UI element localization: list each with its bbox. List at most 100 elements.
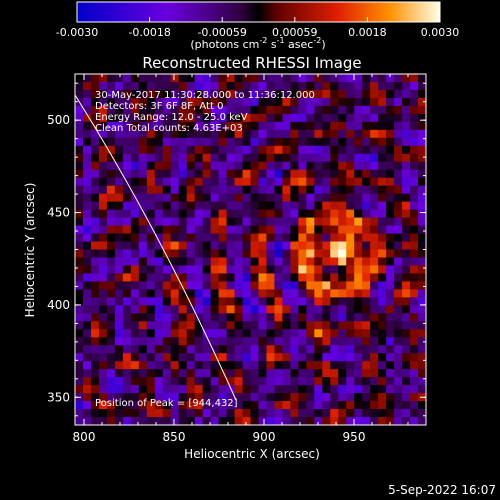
image-pixel [306, 321, 315, 330]
image-pixel [306, 193, 315, 203]
image-pixel [234, 257, 243, 266]
image-pixel [306, 297, 315, 306]
image-pixel [250, 185, 259, 195]
image-pixel [354, 345, 363, 354]
image-pixel [370, 137, 379, 147]
image-pixel [162, 273, 172, 282]
image-pixel [362, 145, 371, 155]
image-pixel [194, 265, 204, 274]
image-pixel [370, 89, 379, 99]
image-pixel [282, 257, 291, 266]
image-pixel [146, 145, 156, 155]
image-pixel [90, 201, 100, 211]
image-pixel [314, 113, 323, 123]
x-tick-label: 950 [343, 430, 366, 444]
image-pixel [378, 74, 387, 83]
image-pixel [106, 297, 116, 306]
image-pixel [146, 185, 156, 195]
image-pixel [75, 217, 84, 226]
image-pixel [290, 145, 299, 155]
image-pixel [114, 385, 124, 394]
image-pixel [218, 209, 227, 218]
image-pixel [122, 337, 132, 346]
image-pixel [98, 417, 108, 425]
image-pixel [378, 281, 387, 290]
image-pixel [234, 209, 243, 218]
image-pixel [106, 265, 116, 274]
image-pixel [338, 409, 347, 418]
image-pixel [258, 81, 267, 91]
image-pixel [170, 369, 180, 378]
image-pixel [226, 369, 235, 378]
image-pixel [322, 137, 331, 147]
image-pixel [106, 193, 116, 203]
image-pixel [410, 297, 419, 306]
image-pixel [194, 289, 204, 298]
image-pixel [370, 177, 379, 187]
image-pixel [106, 121, 116, 131]
image-pixel [114, 417, 124, 425]
image-pixel [394, 321, 403, 330]
image-pixel [290, 97, 299, 107]
image-pixel [82, 74, 92, 83]
image-pixel [98, 113, 108, 123]
image-pixel [290, 209, 299, 218]
image-pixel [338, 329, 347, 338]
image-pixel [98, 361, 108, 370]
image-pixel [98, 337, 108, 346]
image-pixel [122, 74, 132, 83]
image-pixel [146, 313, 156, 322]
image-pixel [338, 385, 347, 394]
image-pixel [234, 97, 243, 107]
image-pixel [154, 201, 164, 211]
image-pixel [322, 89, 331, 99]
colorbar-tick-label: -0.0018 [128, 26, 170, 39]
image-pixel [194, 233, 204, 242]
image-pixel [218, 97, 227, 107]
image-pixel [186, 297, 196, 306]
image-pixel [282, 185, 291, 195]
image-pixel [114, 121, 124, 131]
image-pixel [250, 345, 259, 354]
image-pixel [290, 177, 299, 187]
image-pixel [354, 121, 363, 131]
image-pixel [90, 313, 100, 322]
image-pixel [386, 241, 395, 250]
image-pixel [170, 113, 180, 123]
image-pixel [130, 153, 140, 163]
image-pixel [90, 281, 100, 290]
image-pixel [274, 113, 283, 123]
image-pixel [314, 401, 323, 410]
image-pixel [186, 209, 196, 218]
image-pixel [322, 329, 331, 338]
image-pixel [362, 369, 371, 378]
image-pixel [378, 129, 387, 139]
image-pixel [106, 345, 116, 354]
image-pixel [266, 74, 275, 83]
image-pixel [266, 385, 275, 394]
image-pixel [202, 345, 212, 354]
image-pixel [218, 345, 227, 354]
image-pixel [410, 177, 419, 187]
image-pixel [290, 105, 299, 115]
image-pixel [75, 153, 84, 163]
image-pixel [306, 361, 315, 370]
image-pixel [306, 257, 315, 266]
image-pixel [298, 121, 307, 131]
image-pixel [378, 353, 387, 362]
image-pixel [266, 329, 275, 338]
image-pixel [266, 201, 275, 211]
image-pixel [114, 329, 124, 338]
image-pixel [114, 289, 124, 298]
image-pixel [378, 289, 387, 298]
image-pixel [170, 185, 180, 195]
image-pixel [194, 121, 204, 131]
image-pixel [394, 273, 403, 282]
image-pixel [306, 233, 315, 242]
image-pixel [194, 321, 204, 330]
image-pixel [210, 401, 219, 410]
image-pixel [122, 393, 132, 402]
image-pixel [402, 233, 411, 242]
image-pixel [298, 241, 307, 250]
image-pixel [82, 201, 92, 211]
